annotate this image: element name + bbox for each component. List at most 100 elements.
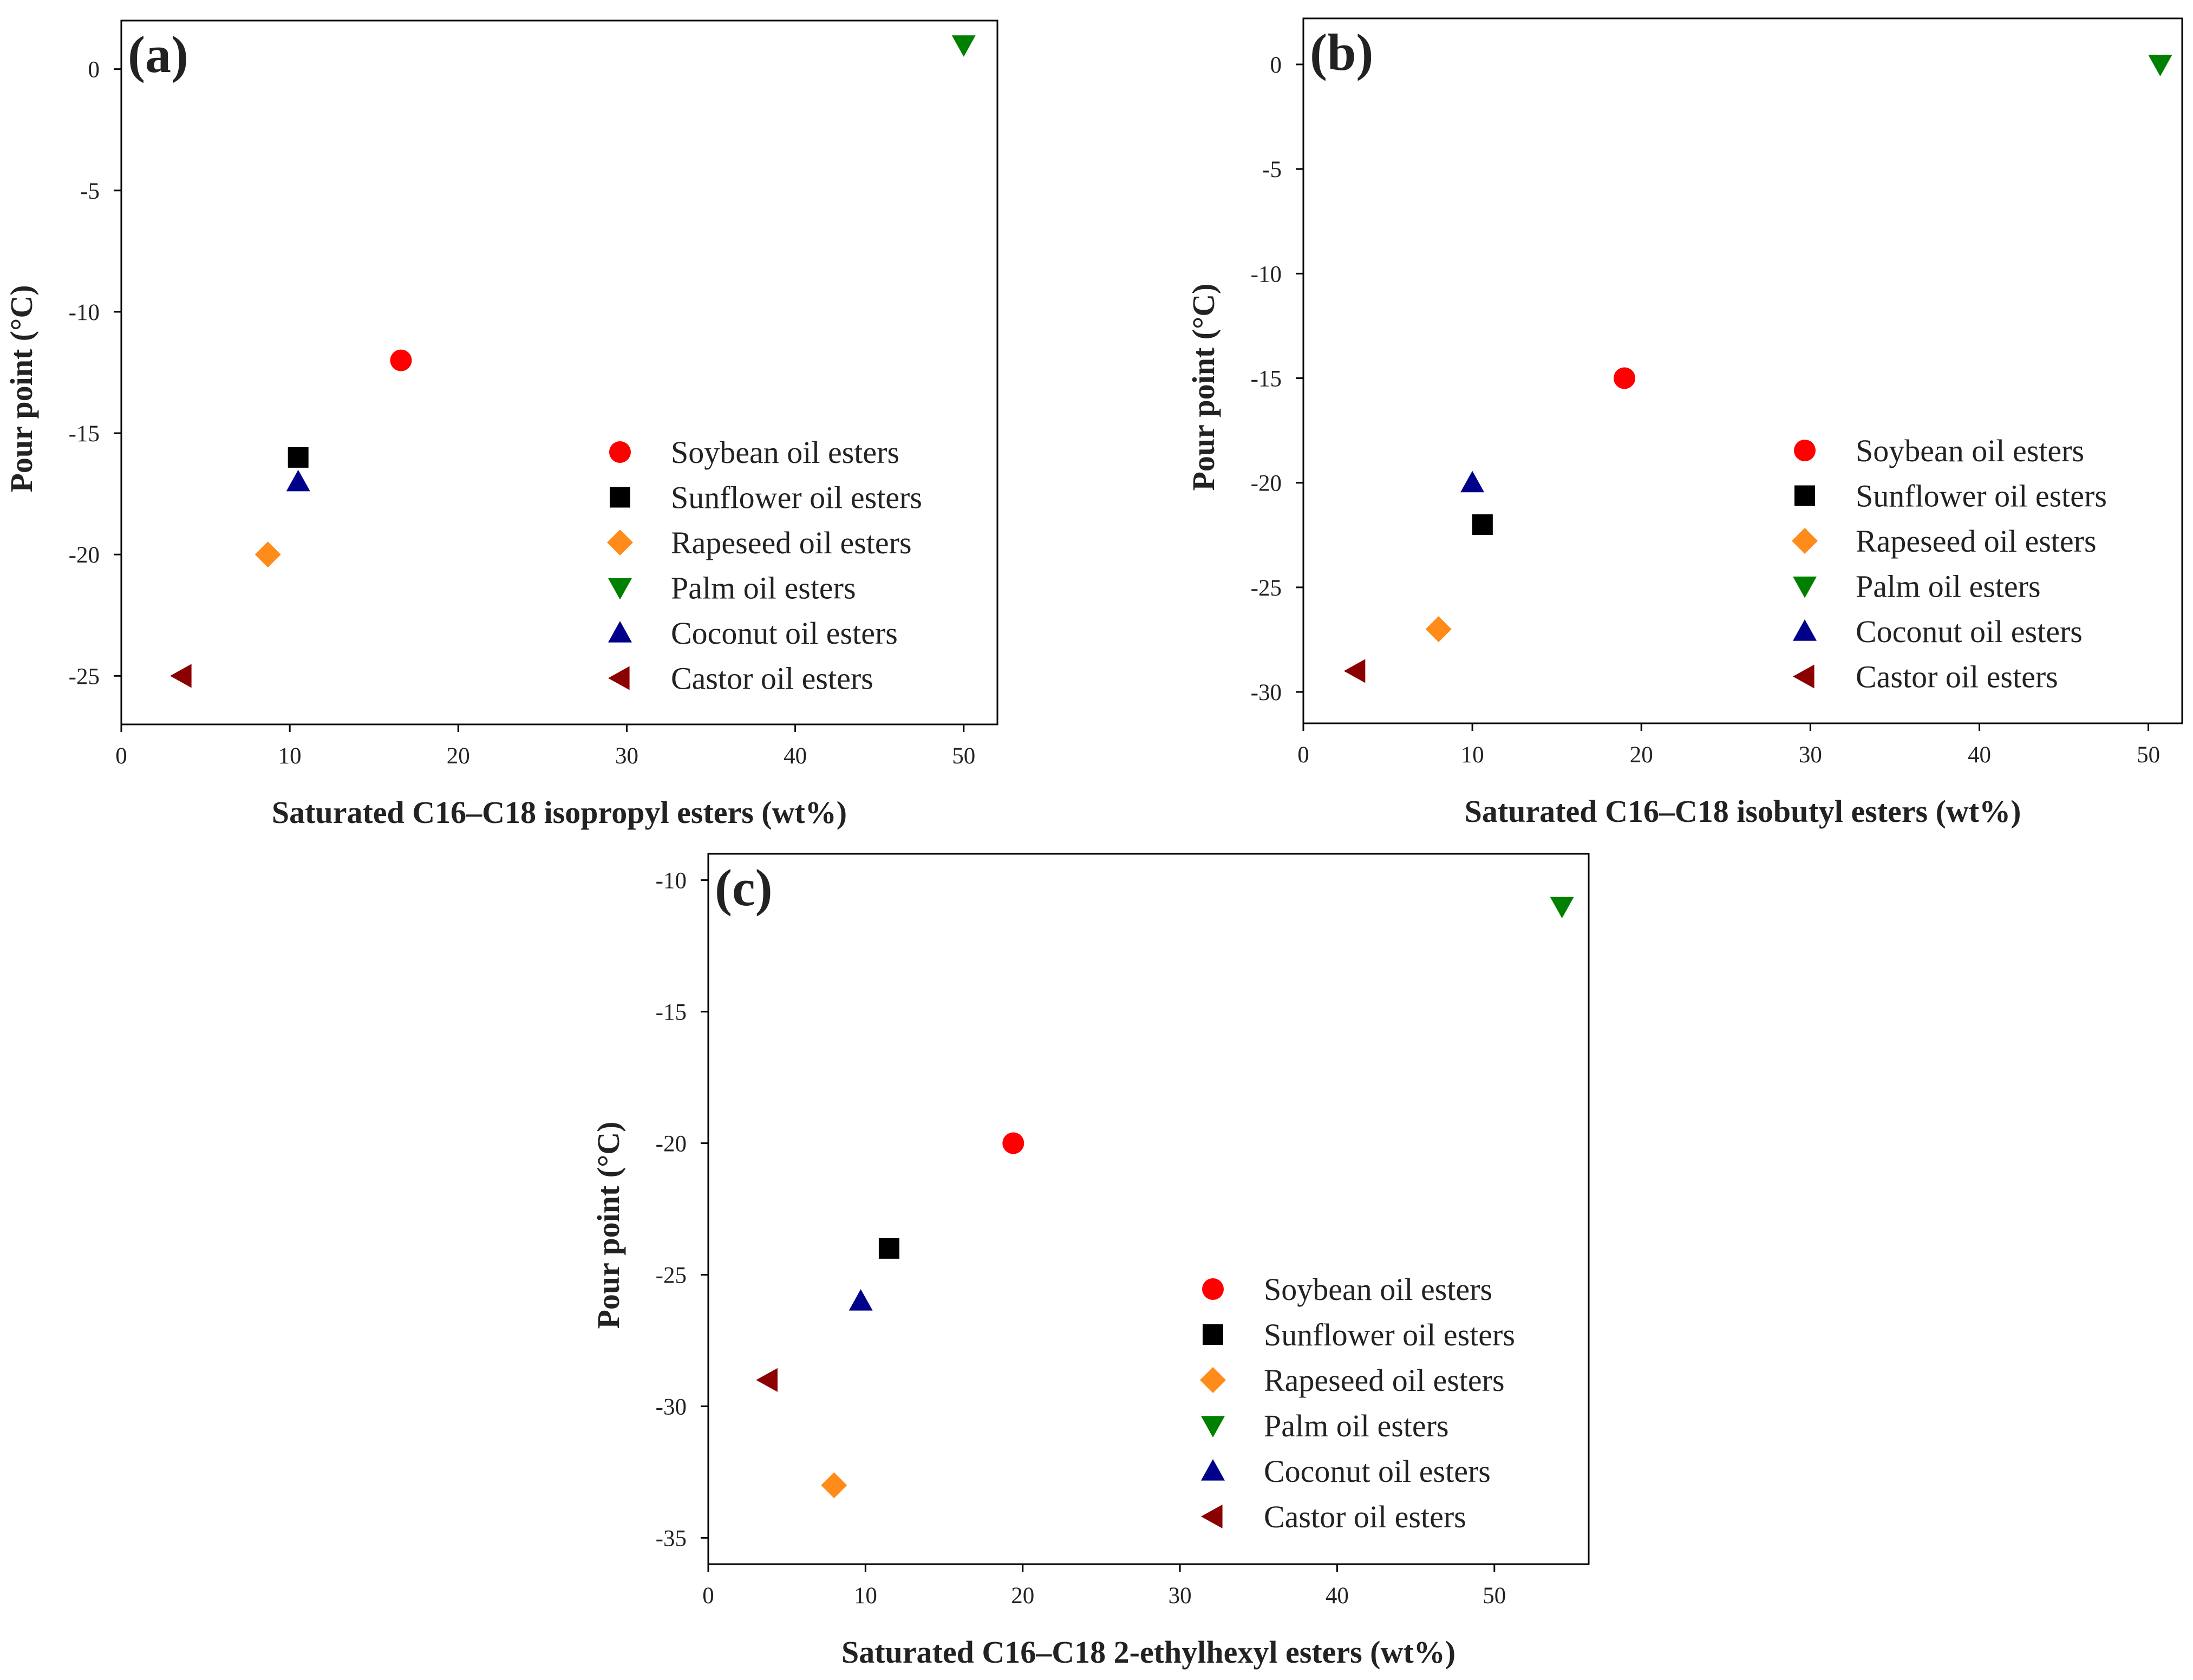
- data-point-soybean: [1614, 367, 1636, 389]
- x-tick-label: 30: [1169, 1583, 1192, 1609]
- legend-marker-palm: [608, 578, 632, 600]
- legend-label-palm: Palm oil esters: [1264, 1408, 1449, 1443]
- y-tick-label: -30: [1251, 680, 1282, 705]
- x-tick-label: 10: [1461, 742, 1484, 768]
- legend-marker-soybean: [1794, 440, 1816, 461]
- data-point-palm: [1550, 897, 1574, 919]
- legend-marker-sunflower: [1203, 1324, 1223, 1345]
- panel-c-chart: 0 10 20 30 40 50 -10 -15 -20 -25 -30 -35 Saturated C…: [591, 853, 1590, 1670]
- legend-marker-castor: [1793, 664, 1815, 689]
- legend-marker-sunflower: [1794, 485, 1815, 506]
- panel-b-chart: 0 10 20 30 40 50 0 -5 -10 -15 -20 -25 -30 Saturated C…: [1186, 17, 2183, 829]
- legend-label-soybean: Soybean oil esters: [1856, 433, 2084, 468]
- x-tick-label: 20: [1011, 1583, 1034, 1609]
- legend-label-sunflower: Sunflower oil esters: [1264, 1317, 1515, 1352]
- y-tick-label: -25: [69, 664, 100, 689]
- x-axis-title: Saturated C16–C18 isopropyl esters (wt%): [272, 795, 847, 830]
- y-tick-label: -25: [656, 1263, 687, 1288]
- data-point-soybean: [1002, 1132, 1024, 1154]
- y-tick-label: -20: [656, 1132, 687, 1157]
- data-point-castor: [756, 1368, 778, 1392]
- legend-marker-rapeseed: [1200, 1367, 1226, 1393]
- legend-label-castor: Castor oil esters: [1856, 659, 2058, 695]
- data-point-rapeseed: [254, 541, 281, 568]
- x-tick-label: 40: [1326, 1583, 1349, 1609]
- data-point-rapeseed: [1425, 616, 1452, 643]
- legend-label-castor: Castor oil esters: [671, 661, 873, 696]
- y-tick-label: -10: [656, 868, 687, 894]
- x-tick-label: 20: [1630, 742, 1653, 768]
- x-tick-label: 30: [615, 743, 638, 769]
- legend-marker-soybean: [609, 441, 631, 463]
- y-axis-title: Pour point (°C): [591, 1121, 626, 1329]
- legend-label-palm: Palm oil esters: [1856, 569, 2041, 604]
- data-point-sunflower: [288, 447, 309, 468]
- y-tick-label: -5: [1262, 157, 1282, 182]
- x-tick-label: 20: [447, 743, 470, 769]
- legend-label-castor: Castor oil esters: [1264, 1499, 1466, 1534]
- x-axis-title: Saturated C16–C18 isobutyl esters (wt%): [1465, 794, 2021, 829]
- data-point-sunflower: [1472, 514, 1493, 535]
- y-tick-label: -20: [69, 542, 100, 568]
- x-tick-label: 50: [952, 743, 975, 769]
- data-point-coconut: [1460, 470, 1485, 493]
- legend-marker-castor: [608, 666, 630, 690]
- legend-label-rapeseed: Rapeseed oil esters: [1856, 524, 2097, 559]
- legend-label-coconut: Coconut oil esters: [671, 616, 898, 651]
- y-tick-label: -15: [656, 1000, 687, 1025]
- data-point-castor: [1343, 659, 1366, 683]
- legend-marker-coconut: [1793, 619, 1817, 641]
- y-tick-label: 0: [88, 57, 100, 83]
- x-tick-label: 40: [1968, 742, 1991, 768]
- legend-marker-coconut: [608, 621, 632, 643]
- x-tick-label: 0: [1297, 742, 1309, 768]
- y-tick-label: -5: [80, 179, 100, 204]
- panel-label: (b): [1310, 23, 1373, 81]
- y-tick-label: -15: [69, 421, 100, 447]
- y-tick-label: -25: [1251, 576, 1282, 601]
- data-point-soybean: [390, 349, 412, 371]
- legend-marker-soybean: [1202, 1278, 1224, 1300]
- x-tick-label: 10: [278, 743, 302, 769]
- legend-label-coconut: Coconut oil esters: [1264, 1454, 1491, 1489]
- legend-label-soybean: Soybean oil esters: [671, 435, 899, 470]
- data-point-sunflower: [878, 1238, 899, 1259]
- x-tick-label: 0: [702, 1583, 714, 1609]
- panel-label: (a): [128, 25, 188, 83]
- panel-a-chart: 0 10 20 30 40 50 0 -5 -10 -15 -20 -25 Saturated C16–…: [4, 19, 998, 830]
- y-tick-label: -30: [656, 1394, 687, 1420]
- legend-marker-rapeseed: [607, 530, 633, 555]
- legend-label-palm: Palm oil esters: [671, 571, 856, 606]
- legend-marker-castor: [1201, 1505, 1223, 1528]
- legend-marker-palm: [1201, 1416, 1225, 1437]
- data-point-palm: [2148, 55, 2172, 76]
- x-axis-title: Saturated C16–C18 2-ethylhexyl esters (w…: [841, 1635, 1456, 1670]
- y-axis-title: Pour point (°C): [4, 285, 39, 492]
- x-tick-label: 40: [784, 743, 807, 769]
- legend-marker-sunflower: [610, 487, 630, 508]
- plot-frame: [1302, 17, 2183, 724]
- x-tick-label: 50: [1483, 1583, 1506, 1609]
- legend-label-sunflower: Sunflower oil esters: [1856, 479, 2107, 514]
- legend-label-rapeseed: Rapeseed oil esters: [1264, 1363, 1505, 1398]
- legend-label-sunflower: Sunflower oil esters: [671, 480, 922, 515]
- y-tick-label: -10: [69, 300, 100, 325]
- legend-marker-palm: [1793, 576, 1817, 598]
- y-tick-label: 0: [1270, 53, 1282, 78]
- x-tick-label: 10: [854, 1583, 877, 1609]
- x-tick-label: 30: [1799, 742, 1822, 768]
- legend-label-rapeseed: Rapeseed oil esters: [671, 525, 912, 560]
- plot-frame: [707, 853, 1590, 1565]
- plot-frame: [120, 19, 998, 725]
- y-tick-label: -20: [1251, 471, 1282, 496]
- data-point-rapeseed: [821, 1472, 847, 1499]
- x-tick-label: 50: [2137, 742, 2160, 768]
- legend-label-coconut: Coconut oil esters: [1856, 614, 2083, 649]
- data-point-castor: [170, 664, 192, 688]
- y-tick-label: -10: [1251, 262, 1282, 287]
- x-tick-label: 0: [115, 743, 127, 769]
- y-tick-label: -35: [656, 1526, 687, 1551]
- data-point-coconut: [286, 469, 310, 492]
- data-point-coconut: [849, 1289, 873, 1311]
